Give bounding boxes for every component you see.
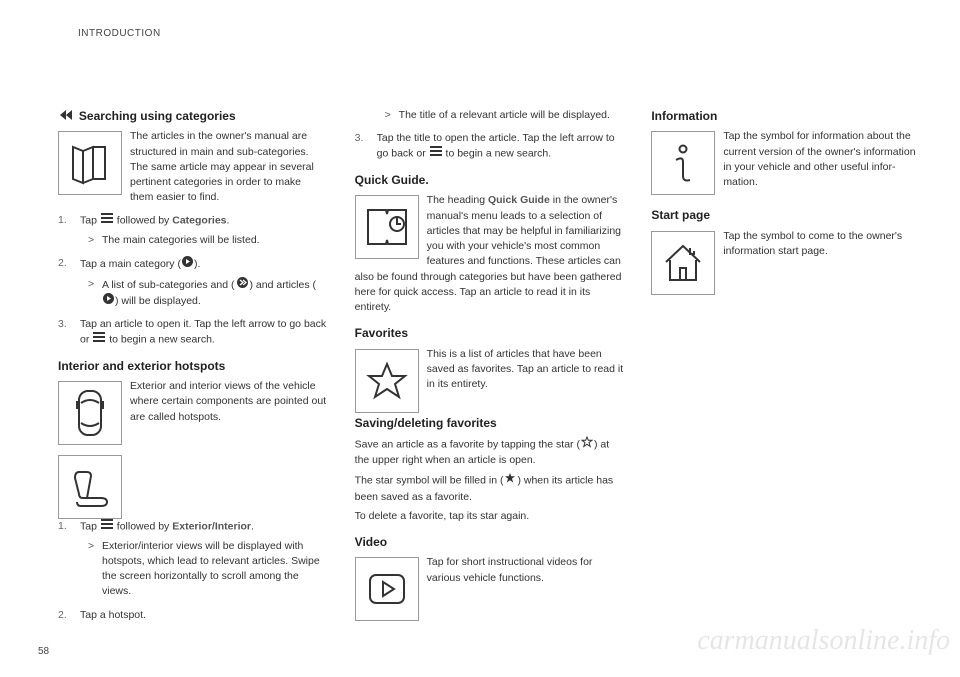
quick-guide-icon — [355, 195, 419, 259]
exterior-interior-link: Exterior/Interior — [172, 521, 251, 533]
sp2a: The star symbol will be filled in ( — [355, 475, 504, 487]
page-number: 58 — [38, 646, 49, 657]
menu-icon-4 — [430, 146, 442, 161]
c2-step-1: 1. Tap followed by Exterior/Interior. Ex… — [58, 519, 327, 599]
qg-a: The heading — [427, 194, 488, 206]
step1-text-a: Tap — [80, 215, 100, 227]
home-icon — [651, 231, 715, 295]
page-header: INTRODUCTION — [78, 28, 161, 39]
menu-icon-3 — [101, 519, 113, 534]
quick-guide-title: Quick Guide. — [355, 172, 624, 189]
step2r-b: ) and arti­cles ( — [250, 278, 317, 290]
c2s1-c: . — [251, 521, 254, 533]
step2r-a: A list of sub-categories and ( — [102, 278, 235, 290]
c2s3-b: to begin a new search. — [446, 148, 552, 160]
info-body: Tap the symbol for information about the… — [723, 130, 915, 188]
searching-intro: The articles in the owner's manual are s… — [130, 130, 314, 203]
continue-icon — [58, 110, 72, 125]
star-outline-small-icon — [581, 436, 593, 453]
watermark: carmanualsonline.info — [697, 625, 950, 657]
step-3: 3. Tap an article to open it. Tap the le… — [58, 317, 327, 348]
play-icon — [355, 557, 419, 621]
step2-result: A list of sub-categories and ( ) and arti… — [80, 277, 327, 309]
double-chevron-icon — [236, 277, 249, 293]
start-title: Start page — [651, 207, 920, 224]
step2r-c: ) will be displayed. — [115, 295, 201, 307]
start-body: Tap the symbol to come to the owner's in… — [723, 230, 902, 257]
step1-text-b: followed by — [117, 215, 172, 227]
c2-step-3: 3. Tap the title to open the article. Ta… — [355, 131, 624, 162]
favorites-title: Favorites — [355, 325, 624, 342]
information-icon — [651, 131, 715, 195]
chevron-solid-icon-2 — [103, 293, 114, 309]
saving-p3: To delete a favorite, tap its star again… — [355, 509, 624, 524]
hotspots-title: Interior and exterior hotspots — [58, 358, 327, 375]
favorites-body: This is a list of articles that have bee… — [427, 348, 624, 390]
star-filled-small-icon — [504, 472, 516, 489]
c2s1-a: Tap — [80, 521, 100, 533]
book-pages-icon — [58, 131, 122, 195]
chevron-solid-icon — [182, 256, 193, 272]
step3-text-b: to begin a new search. — [109, 334, 215, 346]
c2s2: Tap a hotspot. — [80, 609, 146, 621]
c2s1-result: Exterior/interior views will be displaye… — [80, 539, 327, 600]
c2s1-b: followed by — [117, 521, 172, 533]
step-2: 2. Tap a main category (). A list of sub… — [58, 256, 327, 309]
video-body: Tap for short instructional vid­eos for … — [427, 556, 593, 583]
step1-text-c: . — [227, 215, 230, 227]
seat-icon — [58, 455, 122, 519]
step1-result: The main categories will be listed. — [80, 233, 327, 248]
saving-p2: The star symbol will be filled in () whe… — [355, 472, 624, 504]
categories-link: Categories — [172, 215, 226, 227]
c2s2-result: The title of a relevant article will be … — [377, 108, 624, 123]
hotspots-intro: Exterior and interior views of the vehic… — [130, 380, 326, 422]
step2-text-b: ). — [194, 258, 200, 270]
car-top-icon — [58, 381, 122, 445]
info-title: Information — [651, 108, 920, 125]
main-content: Searching using categories The articles … — [58, 108, 920, 627]
menu-icon — [101, 213, 113, 228]
sp1a: Save an article as a favorite by tapping… — [355, 438, 580, 450]
video-title: Video — [355, 534, 624, 551]
step2-text-a: Tap a main category ( — [80, 258, 181, 270]
star-outline-icon — [355, 349, 419, 413]
saving-p1: Save an article as a favorite by tapping… — [355, 436, 624, 468]
saving-title: Saving/deleting favorites — [355, 415, 624, 432]
quick-guide-link: Quick Guide — [488, 194, 550, 206]
menu-icon-2 — [93, 332, 105, 347]
step-1: 1. Tap followed by Categories. The main … — [58, 213, 327, 248]
searching-title: Searching using categories — [79, 109, 236, 123]
